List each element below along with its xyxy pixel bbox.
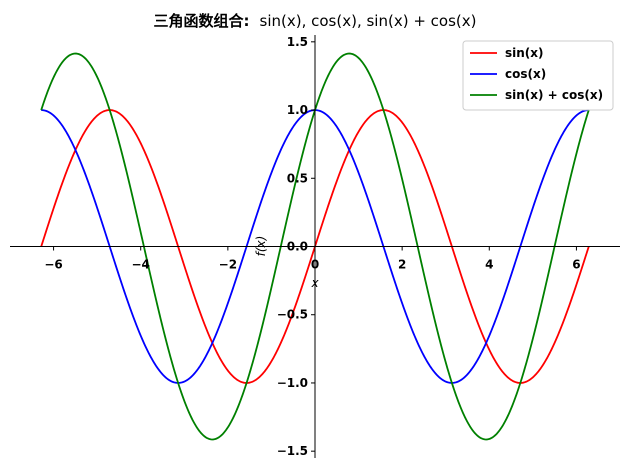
- y-axis-label: f(x): [254, 236, 268, 257]
- legend-frame: [462, 40, 614, 111]
- x-tick-label: 2: [398, 258, 406, 272]
- chart-title: 三角函数组合: sin(x), cos(x), sin(x) + cos(x): [154, 12, 477, 30]
- chart-title-math: sin(x), cos(x), sin(x) + cos(x): [260, 12, 477, 30]
- legend-label-2: cos(x): [505, 67, 546, 81]
- y-tick-label: 1.0: [287, 103, 308, 117]
- y-tick-label: −0.5: [277, 308, 308, 322]
- y-tick-label: −1.0: [277, 376, 308, 390]
- legend-label-3: sin(x) + cos(x): [505, 88, 603, 102]
- x-tick-label: 0: [311, 258, 319, 272]
- y-tick-label: 1.5: [287, 35, 308, 49]
- y-tick-label: 0.0: [287, 240, 308, 254]
- x-tick-label: 4: [485, 258, 493, 272]
- x-tick-label: −6: [44, 258, 62, 272]
- y-tick-label: −1.5: [277, 444, 308, 458]
- x-tick-label: 6: [572, 258, 580, 272]
- x-tick-label: −2: [219, 258, 237, 272]
- x-tick-label: −4: [132, 258, 150, 272]
- legend: sin(x) cos(x) sin(x) + cos(x): [462, 40, 614, 111]
- ticks-layer: −6 −4 −2 0 2 4 6 −1.5 −1.0 −0.5 0.0 0.5 1.0 1.5: [44, 35, 580, 458]
- x-axis-label: x: [310, 276, 319, 290]
- legend-label-1: sin(x): [505, 46, 544, 60]
- y-tick-label: 0.5: [287, 171, 308, 185]
- chart-title-prefix: 三角函数组合:: [154, 12, 250, 30]
